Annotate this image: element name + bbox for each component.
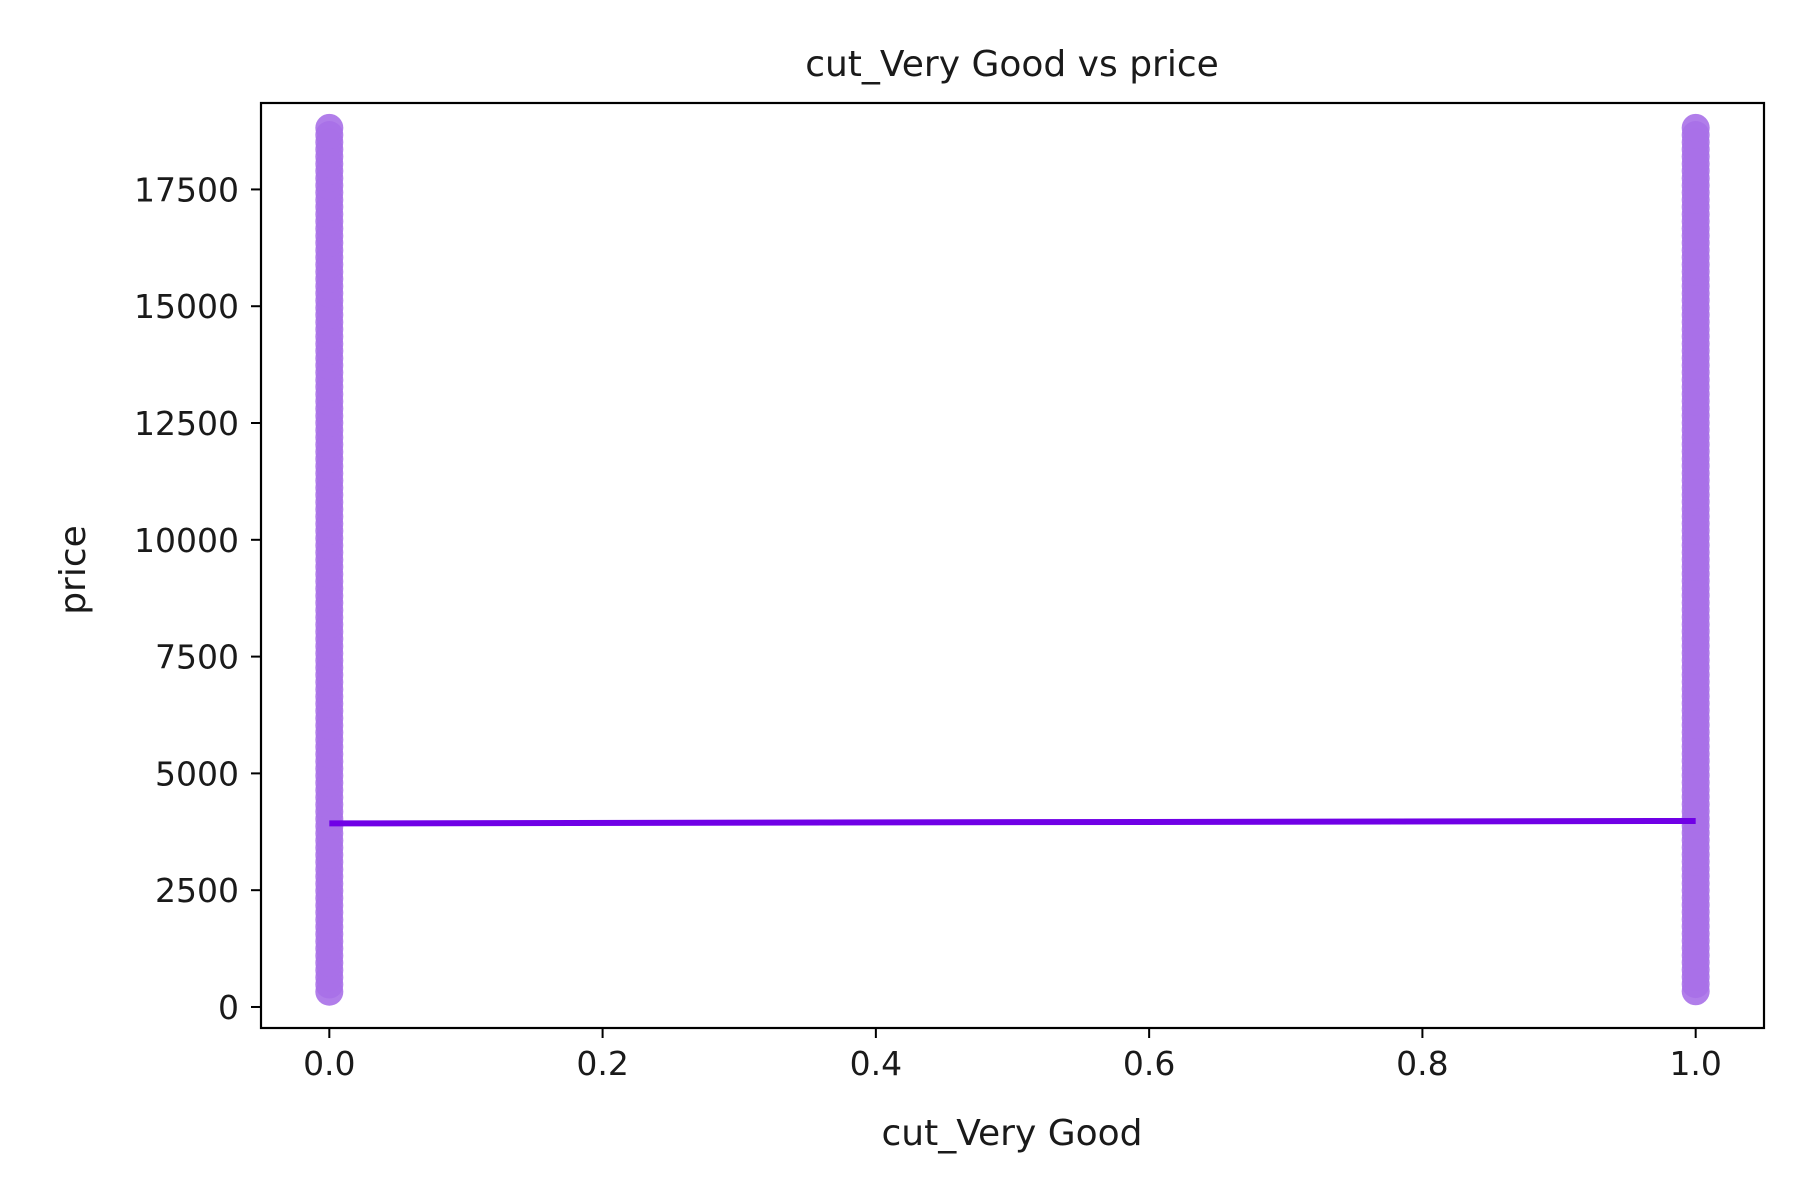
regression-line (329, 817, 1696, 827)
x-tick-label: 0.2 (576, 1044, 628, 1083)
y-tick-label: 2500 (155, 871, 239, 910)
y-tick-label: 17500 (134, 170, 239, 209)
y-tick-label: 15000 (134, 287, 239, 326)
chart-title: cut_Very Good vs price (805, 44, 1219, 85)
y-tick-label: 10000 (134, 521, 239, 560)
y-tick-label: 0 (218, 988, 239, 1027)
y-axis: 0 2500 5000 7500 10000 12500 15000 17500 (134, 170, 261, 1027)
plot-frame (259, 101, 1766, 1030)
x-tick-label: 0.8 (1396, 1044, 1448, 1083)
scatter-point (1681, 113, 1710, 142)
x-tick-label: 0.0 (303, 1044, 355, 1083)
plot-area (315, 113, 1710, 1006)
y-axis-title: price (53, 525, 94, 615)
scatter-point-column (1681, 113, 1710, 1006)
x-tick-label: 1.0 (1669, 1044, 1721, 1083)
x-axis-title: cut_Very Good (881, 1113, 1142, 1154)
y-tick-label: 5000 (155, 754, 239, 793)
x-tick-label: 0.4 (850, 1044, 902, 1083)
x-tick-label: 0.6 (1123, 1044, 1175, 1083)
scatter-point (315, 113, 344, 142)
y-tick-label: 12500 (134, 404, 239, 443)
x-axis: 0.0 0.2 0.4 0.6 0.8 1.0 (303, 1028, 1722, 1083)
y-tick-label: 7500 (155, 638, 239, 677)
scatter-point-column (315, 113, 344, 1006)
